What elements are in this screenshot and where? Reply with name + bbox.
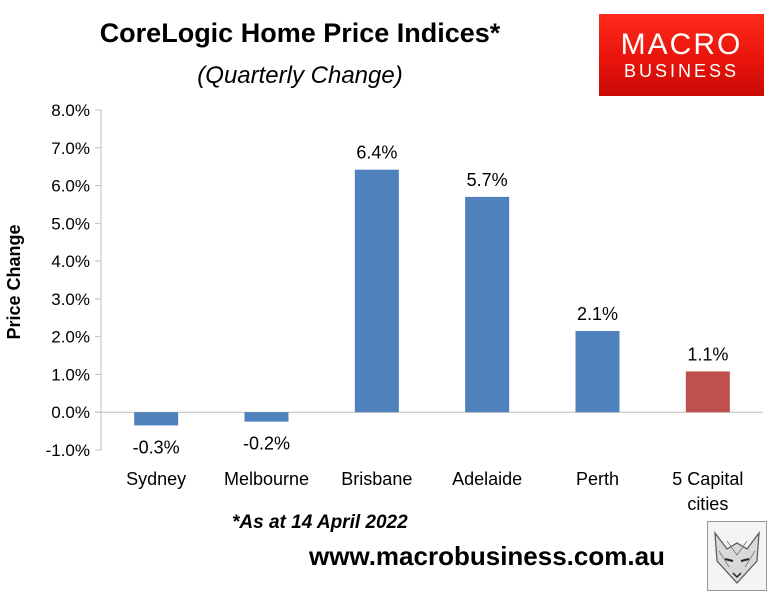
- category-label: Brisbane: [341, 469, 412, 489]
- data-label: 6.4%: [356, 143, 397, 163]
- y-axis-title: Price Change: [4, 224, 24, 339]
- data-label: -0.2%: [243, 434, 290, 454]
- bar-perth: [575, 331, 620, 413]
- category-label: cities: [687, 494, 728, 514]
- y-tick-label: 8.0%: [51, 101, 90, 120]
- y-tick-label: 1.0%: [51, 365, 90, 384]
- category-label: Sydney: [126, 469, 186, 489]
- data-label: 2.1%: [577, 304, 618, 324]
- footnote: *As at 14 April 2022: [232, 512, 408, 533]
- axis-layer: -1.0% 0.0% 1.0% 2.0% 3.0% 4.0% 5.0% 6.0% 7.0% 8.0…: [46, 101, 763, 460]
- data-label: 5.7%: [467, 170, 508, 190]
- y-tick-label: 3.0%: [51, 290, 90, 309]
- bar-sydney: [134, 412, 179, 426]
- category-label: Melbourne: [224, 469, 309, 489]
- website-url[interactable]: www.macrobusiness.com.au: [309, 541, 665, 571]
- label-layer: -0.3% Sydney -0.2% Melbourne 6.4% Brisbane 5.7…: [126, 143, 743, 514]
- bar-brisbane: [354, 169, 399, 413]
- category-label: Adelaide: [452, 469, 522, 489]
- y-tick-label: 7.0%: [51, 139, 90, 158]
- chart-subtitle: (Quarterly Change): [197, 62, 403, 89]
- category-label: 5 Capital: [672, 469, 743, 489]
- bar-5-capital-cities: [685, 371, 730, 413]
- bar-melbourne: [244, 412, 289, 422]
- logo-line-business: BUSINESS: [623, 61, 740, 81]
- bar-adelaide: [465, 196, 510, 413]
- logo-line-macro: MACRO: [620, 28, 743, 61]
- y-tick-label: 4.0%: [51, 252, 90, 271]
- macrobusiness-logo: MACRO BUSINESS: [599, 14, 764, 96]
- fox-logo-icon: [707, 521, 767, 591]
- y-tick-label: 6.0%: [51, 177, 90, 196]
- y-tick-label: 0.0%: [51, 403, 90, 422]
- bar-layer: [134, 169, 730, 426]
- y-tick-label: -1.0%: [46, 441, 90, 460]
- y-tick-label: 2.0%: [51, 328, 90, 347]
- data-label: -0.3%: [133, 437, 180, 457]
- category-label: Perth: [576, 469, 619, 489]
- y-tick-label: 5.0%: [51, 214, 90, 233]
- data-label: 1.1%: [687, 344, 728, 364]
- chart-title: CoreLogic Home Price Indices*: [99, 18, 501, 48]
